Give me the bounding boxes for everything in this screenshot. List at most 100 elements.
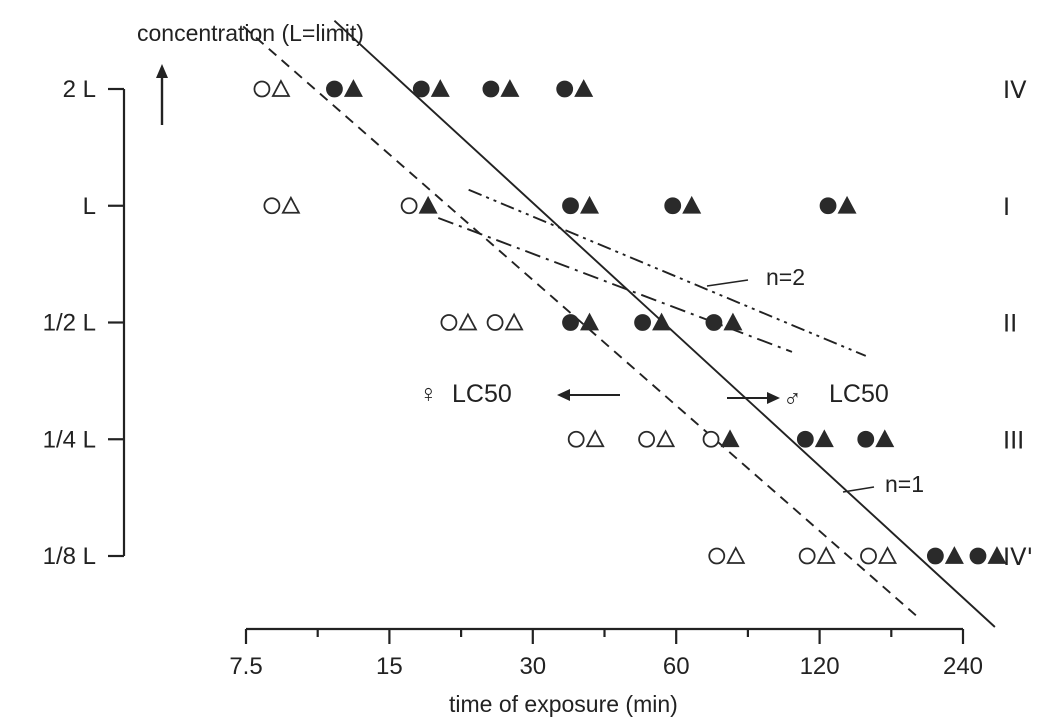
data-point-pair	[638, 429, 676, 448]
annotation-n2-label: n=2	[766, 264, 805, 290]
male-marker	[682, 195, 702, 214]
male-marker	[500, 79, 520, 97]
y-tick-label: 1/8 L	[43, 543, 96, 570]
female-marker	[857, 430, 875, 448]
female-marker	[796, 430, 814, 448]
female-marker	[634, 314, 651, 331]
x-tick-label: 60	[663, 653, 690, 680]
data-point-pair	[486, 312, 524, 331]
data-point-pair	[562, 195, 600, 215]
data-point-pair	[400, 195, 438, 215]
male-marker	[430, 79, 450, 97]
female-marker	[702, 430, 720, 448]
female-marker	[819, 197, 837, 215]
data-point-pair	[860, 546, 898, 565]
male-marker	[580, 195, 600, 214]
male-marker	[574, 79, 594, 97]
data-point-pair	[796, 429, 834, 448]
female-marker	[562, 314, 579, 331]
row-label: II	[1003, 310, 1017, 338]
data-point-pair	[482, 79, 520, 98]
female-marker	[567, 430, 585, 448]
male-marker	[814, 429, 834, 448]
female-marker	[926, 547, 944, 565]
female-marker	[664, 197, 682, 215]
data-point-pair	[412, 79, 450, 98]
male-marker	[726, 546, 746, 564]
male-marker	[580, 312, 600, 331]
female-marker	[400, 197, 418, 215]
data-point-pair	[253, 79, 291, 98]
male-symbol: ♂	[783, 385, 802, 413]
male-marker	[656, 429, 676, 448]
x-tick-label: 240	[943, 653, 983, 680]
male-marker	[281, 195, 301, 214]
male-marker	[878, 546, 898, 564]
data-point-pair	[567, 429, 605, 448]
data-point-pair	[556, 79, 594, 98]
female-marker	[969, 547, 987, 565]
data-point-pair	[664, 195, 702, 215]
female-marker	[798, 547, 816, 565]
male-lc50-label: LC50	[829, 380, 889, 408]
x-tick-label: 120	[800, 653, 840, 680]
male-marker	[271, 79, 291, 97]
male-marker	[816, 546, 836, 564]
data-point-pair	[926, 546, 964, 565]
n=2-upper-line	[468, 188, 867, 357]
female-LC50-line	[242, 25, 921, 620]
data-point-pair	[263, 195, 301, 215]
female-marker	[482, 80, 500, 98]
male-marker	[652, 312, 672, 331]
male-marker	[504, 312, 524, 331]
data-point-pair	[702, 429, 740, 448]
data-point-pair	[705, 312, 743, 331]
male-marker	[944, 546, 964, 564]
female-marker	[638, 430, 655, 448]
x-axis-title: time of exposure (min)	[449, 691, 678, 717]
female-marker	[412, 80, 430, 98]
y-tick-label: 1/4 L	[43, 426, 96, 453]
n=2-lower-line	[437, 217, 793, 353]
male-marker	[458, 312, 478, 331]
data-point-pair	[634, 312, 672, 331]
male-marker	[343, 79, 363, 97]
x-tick-label: 15	[376, 653, 403, 680]
data-point-pair	[857, 429, 895, 448]
x-tick-label: 30	[519, 653, 546, 680]
row-label: I	[1003, 193, 1010, 221]
female-marker	[708, 547, 726, 565]
female-marker	[562, 197, 579, 215]
female-marker	[486, 314, 504, 331]
male-marker	[987, 546, 1007, 564]
data-point-pair	[440, 312, 478, 331]
y-tick-label: L	[83, 193, 96, 220]
female-marker	[326, 80, 343, 98]
annotation-female-lc50: ♀ LC50	[419, 380, 620, 408]
female-marker	[556, 80, 574, 98]
male-marker	[585, 429, 605, 448]
data-point-pair	[969, 546, 1007, 565]
regression-lines	[242, 20, 996, 628]
data-point-pair	[819, 195, 857, 215]
y-tick-label: 2 L	[63, 76, 96, 103]
x-axis: 7.5 15 30 60 120 240	[229, 627, 983, 680]
female-marker	[253, 80, 271, 98]
y-tick-label: 1/2 L	[43, 310, 96, 337]
annotation-n1-label: n=1	[885, 471, 924, 497]
up-arrow	[156, 64, 168, 125]
annotation-n1: n=1	[842, 471, 924, 497]
female-symbol: ♀	[419, 380, 438, 408]
row-label: III	[1003, 426, 1024, 454]
male-marker	[418, 195, 438, 214]
x-tick-label: 7.5	[229, 653, 262, 680]
female-marker	[263, 197, 281, 215]
data-point-pair	[708, 546, 746, 565]
female-marker	[440, 314, 458, 331]
female-marker	[860, 547, 877, 565]
data-point-pair	[798, 546, 836, 565]
data-point-pair	[326, 79, 363, 98]
